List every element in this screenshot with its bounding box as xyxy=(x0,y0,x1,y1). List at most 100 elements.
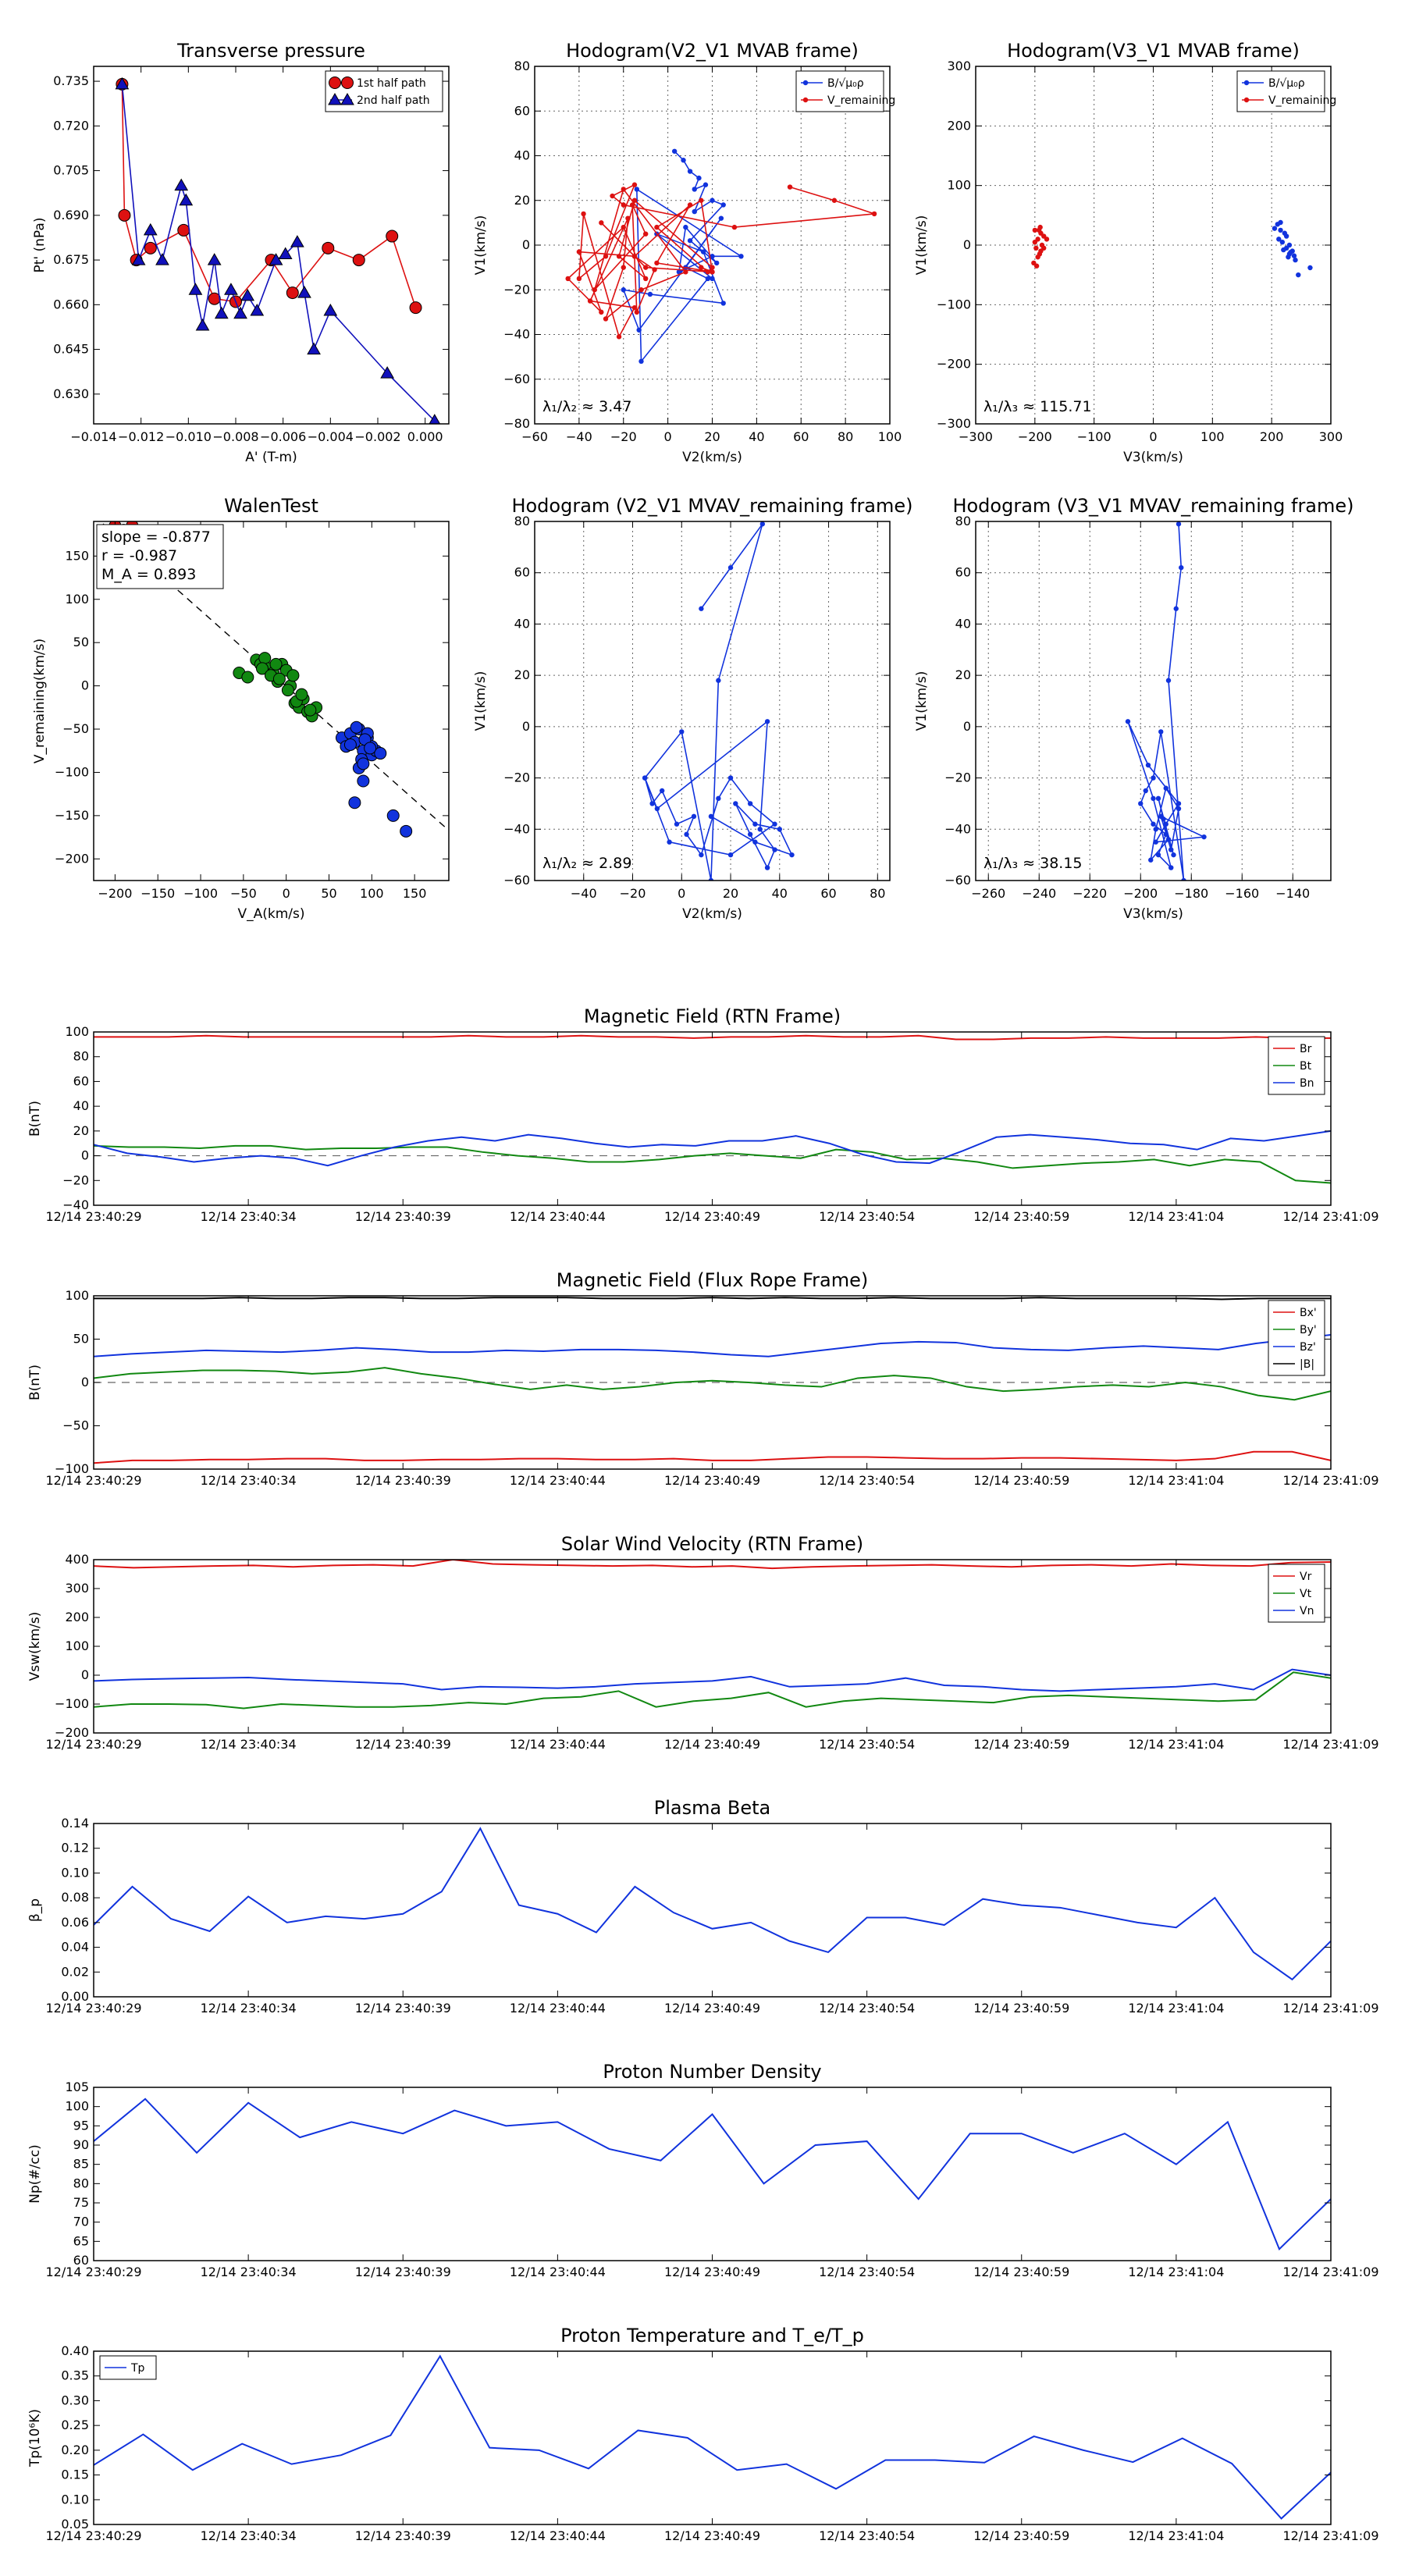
data-point xyxy=(1044,237,1050,242)
x-tick-label: −50 xyxy=(230,886,257,901)
y-tick-label: −80 xyxy=(503,416,530,431)
data-point xyxy=(642,265,649,270)
y-tick-label: 40 xyxy=(514,616,530,631)
panel-h1: Hodogram(V2_V1 MVAB frame)−80−60−40−2002… xyxy=(473,40,902,465)
data-point xyxy=(272,672,286,685)
data-point xyxy=(258,652,272,665)
data-point xyxy=(727,775,734,781)
x-tick-label: 300 xyxy=(1319,429,1343,444)
x-tick-label: 12/14 23:40:34 xyxy=(201,2265,297,2279)
data-point xyxy=(667,839,672,845)
panel-mf_fr: Magnetic Field (Flux Rope Frame) −100 −50 0… xyxy=(27,1269,1379,1488)
data-point xyxy=(1165,837,1172,842)
data-point xyxy=(631,197,638,203)
data-point xyxy=(1165,678,1172,683)
chart-title: Magnetic Field (RTN Frame) xyxy=(584,1005,841,1027)
x-tick-label: −300 xyxy=(959,429,993,444)
x-tick-label: 60 xyxy=(793,429,809,444)
data-point xyxy=(328,92,342,105)
y-tick-label: 0.14 xyxy=(61,1816,89,1831)
legend: B/√μ₀ρ V_remaining xyxy=(795,70,895,112)
x-tick-label: 100 xyxy=(878,429,902,444)
y-axis-label: B(nT) xyxy=(27,1101,43,1137)
chart-title: WalenTest xyxy=(224,495,318,517)
y-tick-label: 80 xyxy=(955,514,971,528)
data-point xyxy=(727,852,734,858)
data-point xyxy=(687,238,693,244)
data-point xyxy=(565,276,571,282)
data-point xyxy=(177,223,190,237)
y-tick-label: 0 xyxy=(522,237,530,252)
x-tick-label: −0.004 xyxy=(308,429,354,444)
data-point xyxy=(699,606,704,611)
axes-frame xyxy=(93,66,450,425)
data-point xyxy=(1143,788,1148,794)
chart-title: Transverse pressure xyxy=(176,40,365,62)
series-line-Bx xyxy=(94,1450,1331,1464)
data-point xyxy=(710,254,715,259)
data-point xyxy=(1275,222,1280,227)
data-point xyxy=(621,224,626,230)
data-point xyxy=(1286,242,1293,248)
data-point xyxy=(1155,795,1161,802)
legend-label: By' xyxy=(1300,1324,1317,1336)
data-point xyxy=(240,288,255,301)
axes-frame xyxy=(93,521,450,881)
data-point xyxy=(155,253,169,265)
x-tick-label: 50 xyxy=(321,886,336,901)
x-tick-label: 12/14 23:40:29 xyxy=(45,2265,141,2279)
data-point xyxy=(676,269,682,275)
data-point xyxy=(710,269,715,275)
y-tick-label: 200 xyxy=(65,1610,89,1624)
plot-area xyxy=(94,1297,1331,1464)
y-tick-label: 20 xyxy=(514,667,530,682)
x-tick-label: 20 xyxy=(704,429,720,444)
data-point xyxy=(710,197,715,203)
legend: Tp xyxy=(99,2355,157,2380)
y-tick-label: 0 xyxy=(81,1375,89,1389)
x-tick-label: 12/14 23:41:04 xyxy=(1128,2265,1224,2279)
data-point xyxy=(1278,227,1283,233)
x-tick-label: 40 xyxy=(749,429,764,444)
data-point xyxy=(772,847,777,852)
y-tick-label: 40 xyxy=(514,148,530,163)
data-point xyxy=(764,719,770,724)
y-tick-label: 80 xyxy=(514,59,530,73)
data-point xyxy=(1037,224,1043,230)
data-point xyxy=(224,283,238,295)
data-point xyxy=(340,92,354,105)
y-tick-label: 100 xyxy=(65,1288,89,1303)
x-tick-label: −140 xyxy=(1275,886,1310,901)
data-point xyxy=(802,97,809,103)
data-point xyxy=(659,788,665,794)
axes-frame xyxy=(93,1559,1332,1734)
data-point xyxy=(592,287,597,293)
data-point xyxy=(718,215,724,221)
y-tick-label: 0.02 xyxy=(61,1964,89,1979)
data-point xyxy=(587,298,593,304)
y-tick-label: 20 xyxy=(73,1123,89,1138)
data-point xyxy=(233,306,247,319)
data-point xyxy=(1163,785,1168,791)
legend-label: Tp xyxy=(130,2362,145,2375)
series-line-Bn xyxy=(94,1130,1331,1167)
legend-label: Vr xyxy=(1300,1571,1312,1583)
x-axis-label: V3(km/s) xyxy=(1123,450,1183,465)
data-point xyxy=(1276,237,1282,242)
y-tick-label: −200 xyxy=(937,357,971,372)
series-line-Tp xyxy=(94,2354,1331,2520)
x-tick-label: 12/14 23:40:49 xyxy=(664,1473,760,1488)
data-point xyxy=(772,821,777,827)
data-point xyxy=(621,202,626,208)
x-tick-label: −0.008 xyxy=(212,429,258,444)
y-tick-label: 200 xyxy=(947,118,971,133)
chart-title: Plasma Beta xyxy=(654,1797,770,1819)
panel-h3: Hodogram (V2_V1 MVAV_remaining frame) −60… xyxy=(473,495,913,922)
legend-box xyxy=(99,2355,157,2380)
x-tick-label: 12/14 23:41:09 xyxy=(1282,1209,1378,1224)
y-tick-label: −40 xyxy=(503,821,530,836)
data-point xyxy=(621,187,626,192)
data-point xyxy=(625,215,631,221)
data-point xyxy=(581,211,586,217)
